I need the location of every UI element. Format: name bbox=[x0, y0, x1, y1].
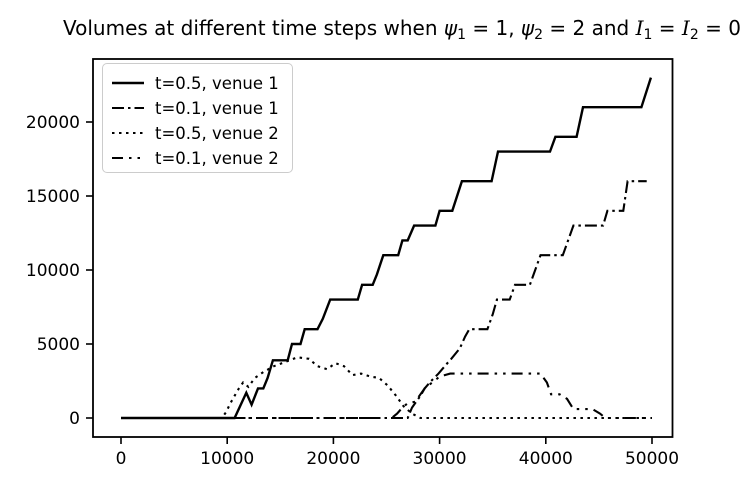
legend: t=0.5, venue 1 t=0.1, venue 1 t=0.5, ven… bbox=[102, 63, 293, 173]
y-axis-tick-labels: 0 5000 10000 15000 20000 bbox=[26, 113, 80, 429]
legend-label: t=0.1, venue 1 bbox=[155, 98, 279, 118]
line-t05-venue2 bbox=[121, 356, 652, 420]
title-psi2-subscript: 2 bbox=[534, 27, 544, 43]
line-t05-venue1 bbox=[121, 77, 653, 420]
y-axis-ticks bbox=[86, 121, 93, 419]
title-i1-subscript: 1 bbox=[643, 27, 653, 43]
y-tick-label: 20000 bbox=[26, 113, 80, 133]
title-text: Volumes at different time steps when bbox=[63, 16, 444, 40]
title-text: = bbox=[652, 16, 682, 40]
legend-label: t=0.1, venue 2 bbox=[155, 148, 279, 168]
y-tick-label: 10000 bbox=[26, 261, 80, 281]
legend-item: t=0.5, venue 1 bbox=[110, 71, 292, 95]
legend-item: t=0.1, venue 2 bbox=[110, 146, 292, 170]
title-text: = 2 and bbox=[543, 16, 636, 40]
title-i1-symbol: I bbox=[635, 16, 644, 40]
x-tick-label: 40000 bbox=[519, 449, 573, 469]
legend-item: t=0.1, venue 1 bbox=[110, 96, 292, 120]
dashdot-line-icon bbox=[112, 106, 144, 110]
y-tick-label: 0 bbox=[69, 409, 80, 429]
title-i2-symbol: I bbox=[681, 16, 690, 40]
x-axis-tick-labels: 0 10000 20000 30000 40000 50000 bbox=[116, 449, 679, 469]
line-t01-venue1 bbox=[121, 180, 647, 420]
title-psi1-symbol: ψ bbox=[443, 16, 458, 40]
x-tick-label: 50000 bbox=[625, 449, 679, 469]
solid-line-icon bbox=[112, 81, 144, 85]
legend-label: t=0.5, venue 2 bbox=[155, 123, 279, 143]
legend-label: t=0.5, venue 1 bbox=[155, 73, 279, 93]
line-t01-venue2 bbox=[121, 372, 650, 420]
x-tick-label: 0 bbox=[116, 449, 127, 469]
legend-item: t=0.5, venue 2 bbox=[110, 121, 292, 145]
y-tick-label: 5000 bbox=[37, 335, 80, 355]
chart-title: Volumes at different time steps when ψ1 … bbox=[63, 16, 741, 43]
x-tick-label: 20000 bbox=[306, 449, 360, 469]
x-axis-ticks bbox=[120, 437, 653, 444]
x-tick-label: 30000 bbox=[413, 449, 467, 469]
x-tick-label: 10000 bbox=[200, 449, 254, 469]
axes-box bbox=[92, 58, 674, 438]
title-text: = 1, bbox=[466, 16, 521, 40]
y-tick-label: 15000 bbox=[26, 187, 80, 207]
title-i2-subscript: 2 bbox=[689, 27, 699, 43]
title-text: = 0 bbox=[698, 16, 741, 40]
title-psi2-symbol: ψ bbox=[520, 16, 535, 40]
series-lines bbox=[121, 77, 653, 420]
dashdotdot-line-icon bbox=[112, 156, 144, 160]
dotted-line-icon bbox=[112, 131, 144, 135]
title-psi1-subscript: 1 bbox=[457, 27, 466, 43]
